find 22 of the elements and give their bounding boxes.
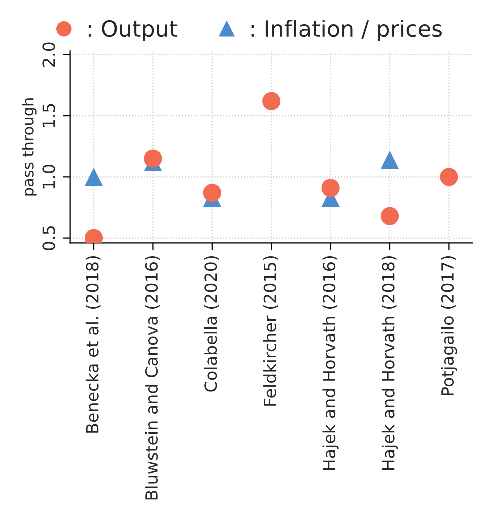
x-tick-label: Potjagailo (2017) [441,256,458,396]
x-tick-label: Hajek and Horvath (2018) [382,256,398,470]
x-tick-label: Benecka et al. (2018) [86,256,101,433]
y-tick-label: 1.0 [42,165,56,189]
y-tick-label: 0.5 [42,226,56,250]
legend-label: : Output [88,20,178,42]
y-tick-label: 2.0 [42,42,56,67]
point [322,179,340,198]
point [262,92,281,110]
point [440,168,458,186]
legend-label: : Inflation / prices [252,20,442,42]
point [380,150,400,170]
point [144,150,162,168]
x-tick-label: Feldkircher (2015) [264,256,278,406]
x-tick-label: Colabella (2020) [204,256,220,392]
point [203,184,222,202]
x-tick-label: Bluwstein and Canova (2016) [145,256,160,500]
y-axis-title: pass through [22,98,37,196]
y-tick-label: 1.5 [42,104,56,128]
point [380,207,400,226]
x-tick-label: Hajek and Horvath (2016) [322,256,339,470]
point [84,168,104,186]
